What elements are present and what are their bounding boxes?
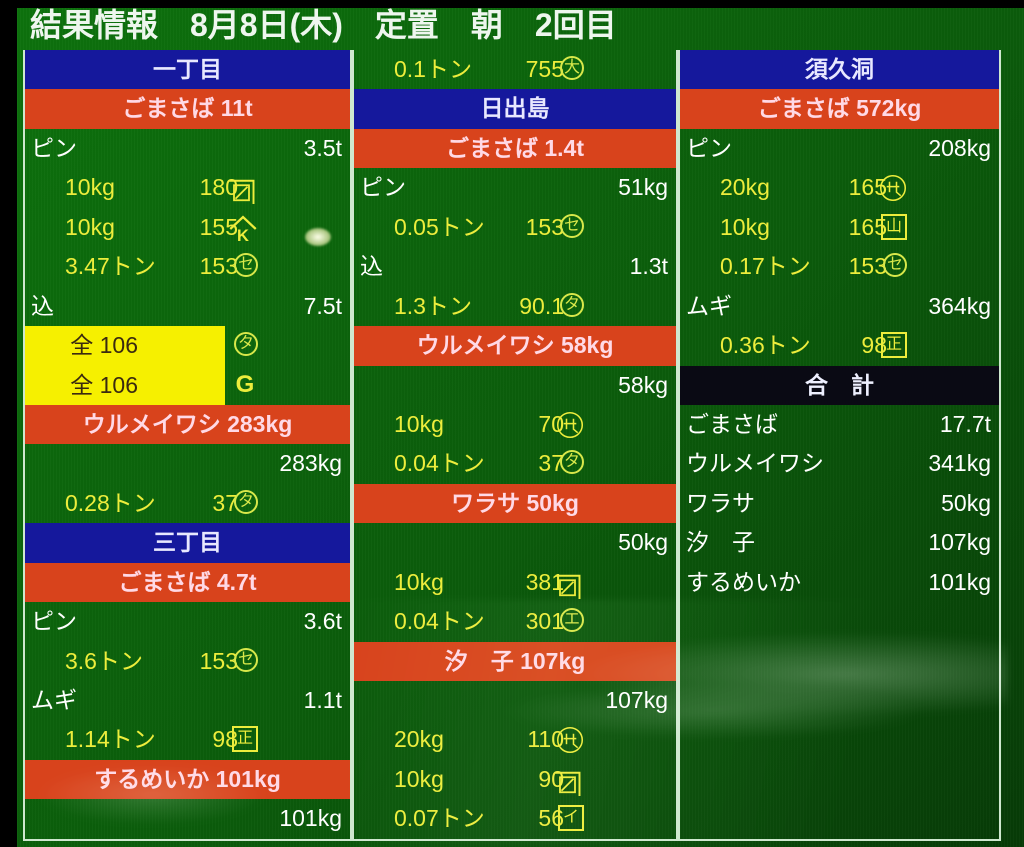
svg-text:K: K bbox=[237, 227, 249, 244]
